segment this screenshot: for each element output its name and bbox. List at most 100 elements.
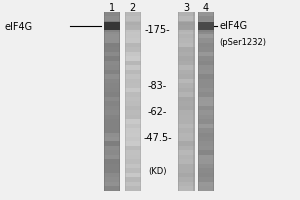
Bar bbox=[125, 70, 141, 74]
Bar bbox=[178, 21, 195, 25]
Bar bbox=[125, 128, 141, 133]
Bar bbox=[178, 137, 195, 141]
Bar bbox=[125, 164, 141, 168]
Bar bbox=[125, 106, 141, 110]
Bar bbox=[104, 61, 120, 65]
Bar bbox=[104, 21, 120, 25]
Bar bbox=[104, 119, 120, 124]
Text: -175-: -175- bbox=[145, 25, 170, 35]
Bar bbox=[125, 38, 141, 43]
Bar bbox=[194, 12, 195, 191]
Bar bbox=[125, 74, 141, 79]
Bar bbox=[178, 106, 195, 110]
Text: 2: 2 bbox=[130, 3, 136, 13]
Text: -83-: -83- bbox=[148, 81, 167, 91]
Bar bbox=[104, 137, 120, 141]
Bar bbox=[104, 79, 120, 83]
Bar bbox=[198, 159, 214, 164]
Bar bbox=[125, 173, 141, 177]
Bar bbox=[104, 70, 120, 74]
Bar bbox=[125, 110, 141, 115]
Bar bbox=[104, 25, 120, 30]
Bar bbox=[104, 24, 120, 32]
Text: 4: 4 bbox=[202, 3, 208, 13]
Bar bbox=[198, 83, 214, 88]
Bar bbox=[125, 88, 141, 92]
Bar bbox=[104, 164, 120, 168]
Bar bbox=[125, 168, 141, 173]
Bar bbox=[104, 88, 120, 92]
Bar bbox=[125, 146, 141, 150]
Bar bbox=[104, 34, 120, 38]
Bar bbox=[104, 74, 120, 79]
Bar bbox=[125, 177, 141, 182]
Bar bbox=[104, 146, 120, 150]
Bar bbox=[198, 22, 214, 30]
Bar bbox=[178, 150, 195, 155]
Bar bbox=[178, 16, 195, 21]
Bar bbox=[125, 61, 141, 65]
Bar bbox=[125, 133, 141, 137]
Bar bbox=[198, 16, 214, 21]
Bar bbox=[178, 56, 195, 61]
Bar bbox=[198, 97, 214, 101]
Bar bbox=[178, 115, 195, 119]
Bar bbox=[198, 92, 214, 97]
Bar bbox=[178, 141, 195, 146]
Bar bbox=[198, 150, 214, 155]
Bar bbox=[125, 65, 141, 70]
Bar bbox=[125, 97, 141, 101]
Bar bbox=[198, 21, 214, 29]
Bar bbox=[198, 22, 214, 30]
Bar bbox=[178, 43, 195, 47]
Bar bbox=[198, 34, 214, 38]
Bar bbox=[198, 128, 214, 133]
Bar bbox=[125, 12, 141, 16]
Bar bbox=[198, 182, 214, 186]
Bar bbox=[198, 115, 214, 119]
Bar bbox=[125, 155, 141, 159]
Bar bbox=[104, 182, 120, 186]
Bar bbox=[198, 79, 214, 83]
Bar bbox=[178, 74, 195, 79]
Bar bbox=[104, 155, 120, 159]
Bar bbox=[178, 168, 195, 173]
Bar bbox=[198, 21, 214, 25]
Bar bbox=[178, 101, 195, 106]
Bar bbox=[104, 56, 120, 61]
Bar bbox=[125, 182, 141, 186]
Bar bbox=[125, 159, 141, 164]
Bar bbox=[125, 92, 141, 97]
Bar bbox=[178, 159, 195, 164]
Bar bbox=[198, 38, 214, 43]
Bar bbox=[178, 128, 195, 133]
Bar bbox=[178, 24, 195, 32]
Bar bbox=[125, 34, 141, 38]
Bar bbox=[125, 47, 141, 52]
Bar bbox=[178, 146, 195, 150]
Bar bbox=[198, 119, 214, 124]
Bar bbox=[125, 150, 141, 155]
Bar bbox=[125, 52, 141, 56]
Bar bbox=[125, 115, 141, 119]
Bar bbox=[178, 119, 195, 124]
Bar bbox=[198, 106, 214, 110]
Bar bbox=[104, 168, 120, 173]
Bar bbox=[125, 83, 141, 88]
Bar bbox=[104, 47, 120, 52]
Bar bbox=[104, 83, 120, 88]
Bar bbox=[198, 88, 214, 92]
Bar bbox=[178, 70, 195, 74]
Bar bbox=[104, 52, 120, 56]
Bar bbox=[178, 124, 195, 128]
Bar bbox=[104, 124, 120, 128]
Bar bbox=[198, 30, 214, 34]
Bar bbox=[178, 12, 195, 16]
Text: eIF4G: eIF4G bbox=[4, 22, 32, 32]
Bar bbox=[198, 12, 199, 191]
Bar bbox=[178, 34, 195, 38]
Bar bbox=[104, 16, 120, 21]
Bar bbox=[178, 88, 195, 92]
Bar bbox=[104, 12, 105, 191]
Bar bbox=[198, 137, 214, 141]
